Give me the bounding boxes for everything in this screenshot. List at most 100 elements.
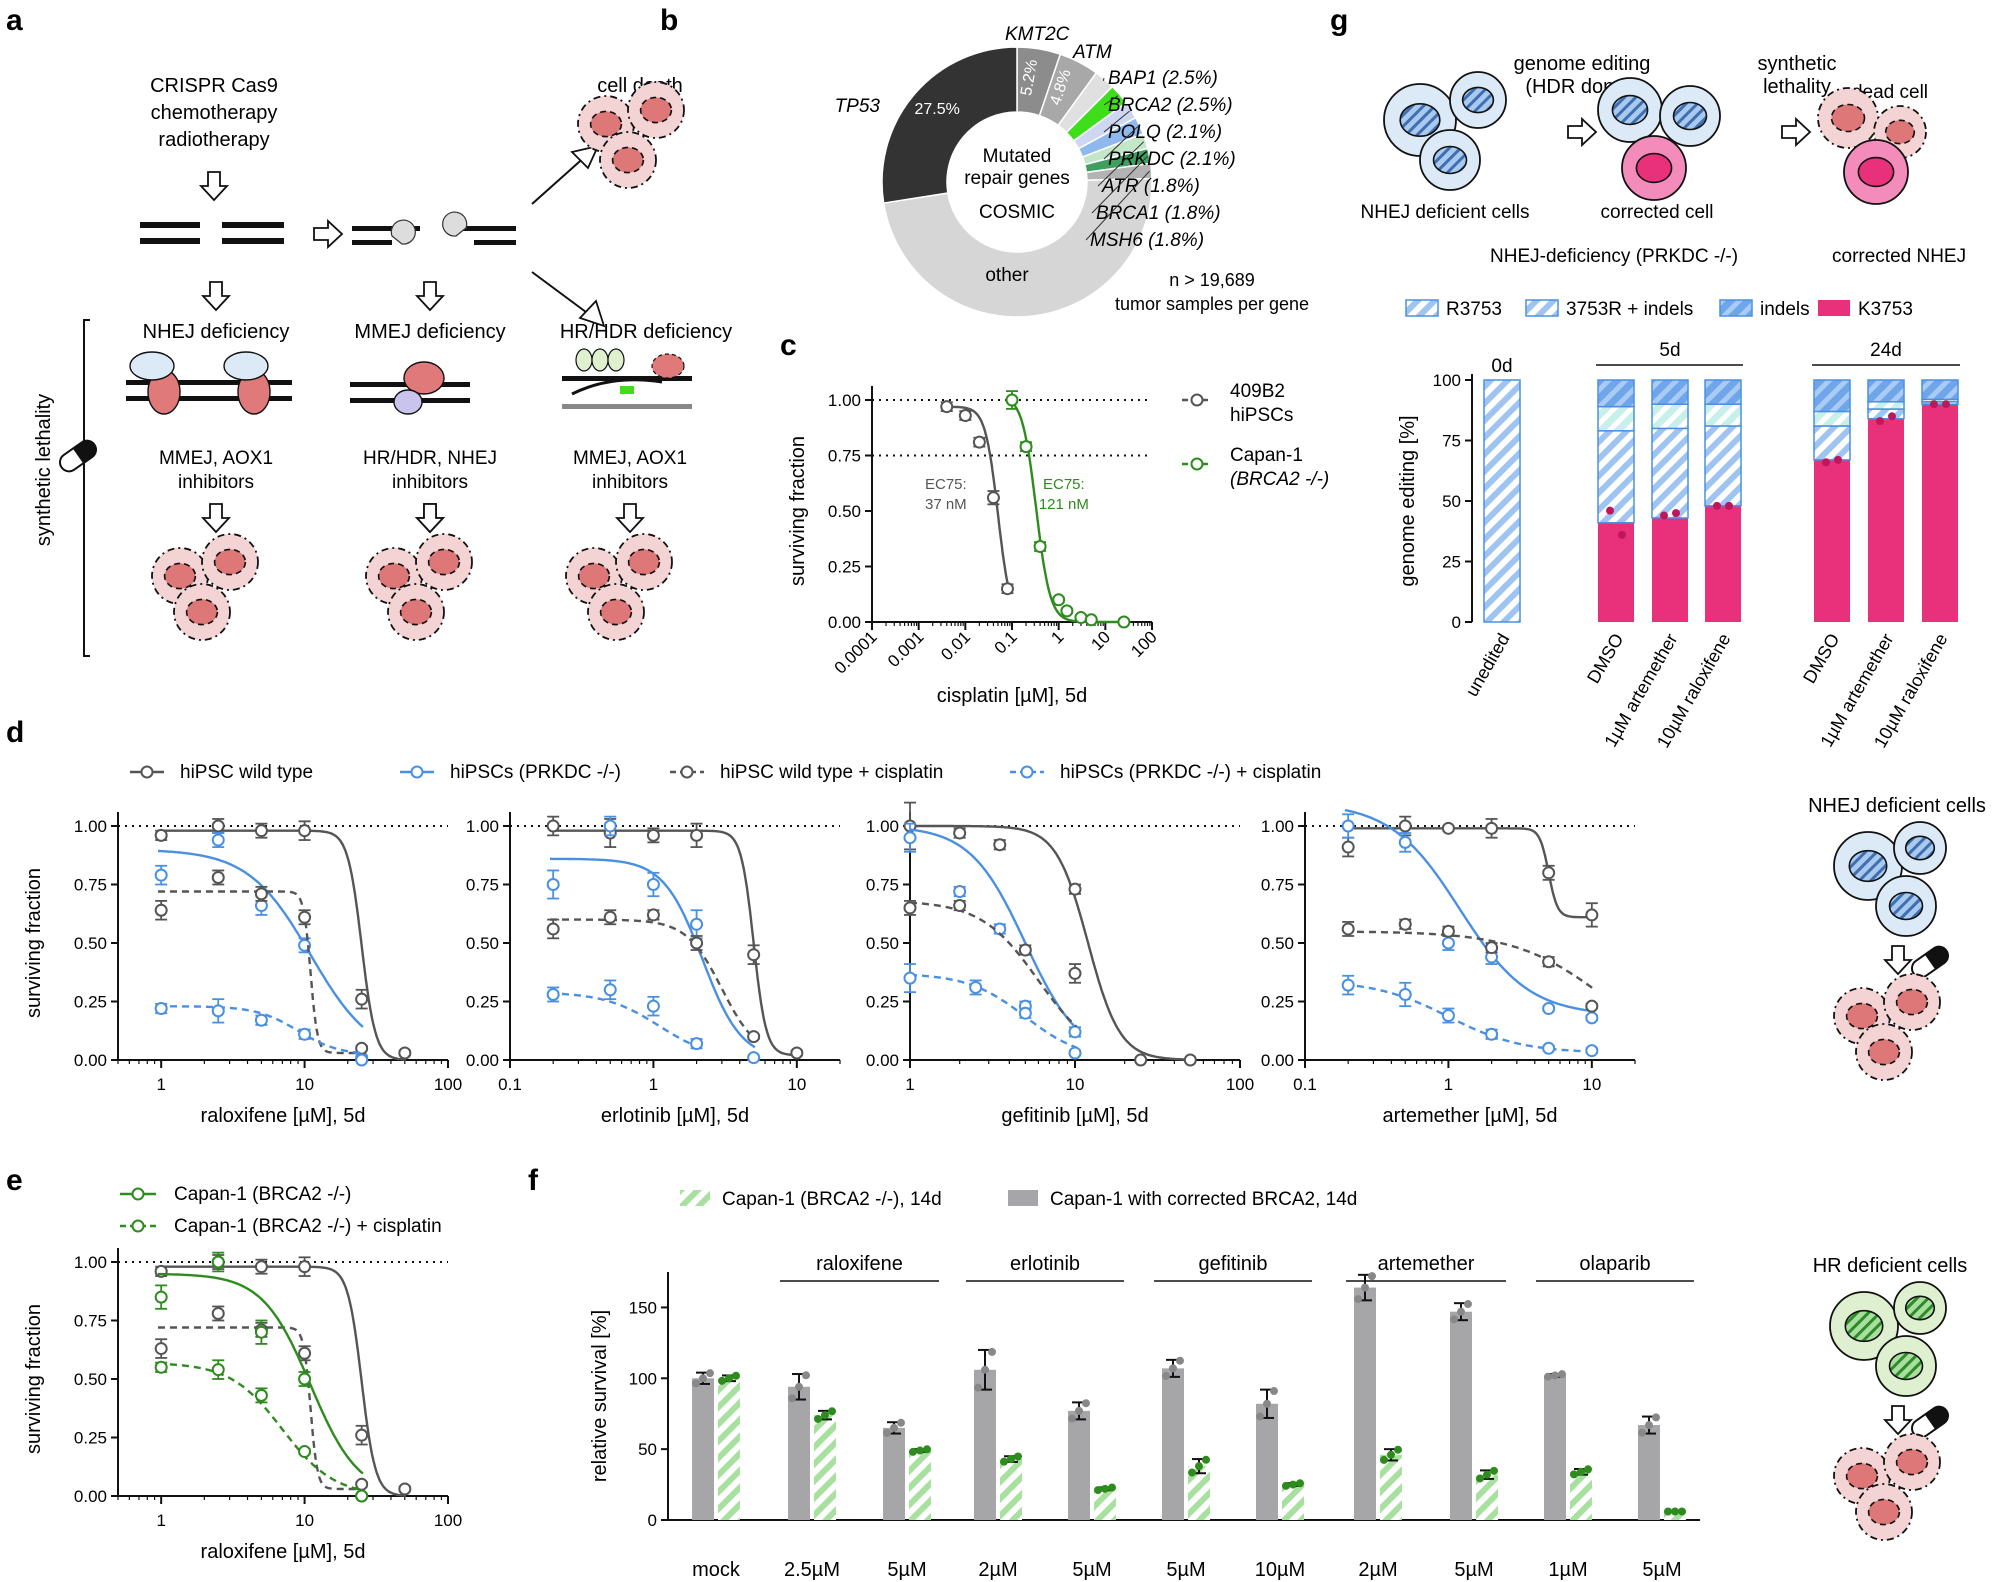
fit-curve bbox=[909, 828, 1078, 1030]
fit-curve bbox=[1010, 400, 1125, 624]
cell-icon bbox=[173, 583, 231, 641]
cell-nucleus bbox=[639, 96, 673, 124]
replicate-dot bbox=[1822, 458, 1830, 467]
series-3 bbox=[903, 963, 1082, 1060]
rad51-icon bbox=[607, 348, 625, 372]
x-axis-label: raloxifene [µM], 5d bbox=[201, 1541, 366, 1563]
data-point bbox=[646, 828, 660, 842]
data-point bbox=[972, 435, 986, 449]
line-chart-d: 0.00 0.25 0.50 0.75 1.00 0.1 1 10 erlotinib [µM]… bbox=[466, 812, 841, 1127]
bar-segment-indels bbox=[1651, 379, 1689, 405]
down-arrow-icon bbox=[198, 171, 230, 202]
series-0 bbox=[1341, 815, 1599, 928]
bar-segment-indels bbox=[1867, 379, 1905, 403]
data-point bbox=[1441, 821, 1455, 835]
replicate-dot bbox=[1464, 1300, 1472, 1309]
data-point bbox=[211, 1363, 225, 1377]
data-point bbox=[254, 1260, 268, 1274]
y-tick-label: 0.25 bbox=[866, 993, 899, 1012]
data-point bbox=[546, 819, 560, 833]
replicate-dot bbox=[1652, 1413, 1660, 1422]
replicate-dot bbox=[890, 1423, 898, 1432]
x-axis-label: raloxifene [µM], 5d bbox=[201, 1105, 366, 1127]
right-arrow-icon bbox=[1567, 116, 1598, 148]
x-tick-label: 1 bbox=[649, 1075, 658, 1094]
data-point bbox=[1585, 1011, 1599, 1025]
replicate-dot bbox=[883, 1428, 891, 1437]
bar-brca2-deficient bbox=[1094, 1488, 1116, 1520]
drug-pill-icon bbox=[58, 439, 98, 473]
bar-brca2-deficient bbox=[1188, 1466, 1210, 1520]
col3-inhib-2: inhibitors bbox=[592, 472, 668, 493]
data-point bbox=[1068, 882, 1082, 896]
ku-protein-icon bbox=[129, 351, 175, 381]
x-axis-label: cisplatin [µM], 5d bbox=[937, 685, 1087, 707]
x-tick-label: 0.1 bbox=[991, 627, 1021, 657]
data-point bbox=[1074, 611, 1088, 625]
cell-nucleus bbox=[185, 598, 219, 626]
side-f-title: HR deficient cells bbox=[1813, 1255, 1968, 1277]
x-tick-label: 1 bbox=[905, 1075, 914, 1094]
replicate-dot bbox=[814, 1414, 822, 1423]
fit-curve bbox=[158, 1265, 407, 1497]
fit-curve bbox=[549, 992, 699, 1048]
replicate-dot bbox=[1202, 1455, 1210, 1464]
cell-icon bbox=[387, 583, 445, 641]
replicate-dot bbox=[1888, 412, 1896, 421]
dna-strand bbox=[222, 222, 284, 228]
series-2 bbox=[546, 908, 761, 1044]
cell-icon bbox=[587, 583, 645, 641]
cell-nucleus bbox=[1830, 103, 1866, 133]
rad51-icon bbox=[575, 348, 593, 372]
bar-corrected bbox=[1354, 1287, 1376, 1520]
data-point bbox=[953, 826, 967, 840]
cell-nucleus bbox=[213, 548, 247, 576]
replicate-dot bbox=[1176, 1356, 1184, 1365]
replicate-dot bbox=[1725, 501, 1733, 510]
replicate-dot bbox=[821, 1411, 829, 1420]
replicate-dot bbox=[1490, 1466, 1498, 1475]
replicate-dot bbox=[795, 1382, 803, 1391]
x-tick-label: 10 bbox=[295, 1511, 314, 1530]
legend-label: hiPSCs (PRKDC -/-) bbox=[450, 762, 621, 783]
series-0 bbox=[903, 801, 1197, 1067]
y-tick-label: 0.25 bbox=[1261, 993, 1294, 1012]
data-point bbox=[298, 1027, 312, 1041]
y-tick-label: 25 bbox=[1442, 553, 1461, 572]
data-point bbox=[1000, 582, 1014, 596]
data-point bbox=[1084, 613, 1098, 627]
bar-segment-K3753 bbox=[1652, 517, 1688, 622]
y-tick-label: 0.50 bbox=[828, 502, 861, 521]
y-tick-label: 0.50 bbox=[866, 934, 899, 953]
bar-segment-3753Rindels bbox=[1813, 410, 1851, 427]
g-step2-line2: lethality bbox=[1763, 76, 1831, 98]
data-point bbox=[1341, 978, 1355, 992]
bar-brca2-deficient bbox=[1000, 1459, 1022, 1520]
y-tick-label: 1.00 bbox=[74, 817, 107, 836]
cell-nucleus bbox=[1844, 1309, 1884, 1343]
cell-nucleus bbox=[577, 562, 611, 590]
slice-value-label: 5.2% bbox=[1018, 58, 1041, 97]
group-drug-label: erlotinib bbox=[1010, 1253, 1080, 1275]
y-tick-label: 100 bbox=[629, 1369, 657, 1388]
y-tick-label: 0.00 bbox=[828, 613, 861, 632]
replicate-dot bbox=[1876, 417, 1884, 426]
right-arrow-icon bbox=[1781, 116, 1812, 148]
legend-label: indels bbox=[1760, 299, 1810, 320]
panel-label-d: d bbox=[6, 716, 24, 749]
cell-icon bbox=[1875, 875, 1937, 937]
synthetic-lethality-label: synthetic lethality bbox=[33, 394, 55, 546]
data-point bbox=[903, 971, 917, 985]
data-point bbox=[1585, 999, 1599, 1013]
line-chart-c: 0.000.250.500.751.000.0001 0.001 0.01 0.1 1 1… bbox=[787, 381, 1329, 707]
data-point bbox=[690, 1037, 704, 1051]
data-point bbox=[1068, 1025, 1082, 1039]
legend-label: Capan-1 (BRCA2 -/-) + cisplatin bbox=[174, 1216, 442, 1237]
col1-inhib-1: MMEJ, AOX1 bbox=[159, 448, 273, 469]
y-tick-label: 0.00 bbox=[866, 1051, 899, 1070]
repair-protein-icon bbox=[393, 389, 423, 415]
slice-leader bbox=[1091, 155, 1148, 214]
series-3 bbox=[154, 1359, 369, 1503]
fit-curve bbox=[157, 1362, 364, 1492]
data-point bbox=[1341, 819, 1355, 833]
